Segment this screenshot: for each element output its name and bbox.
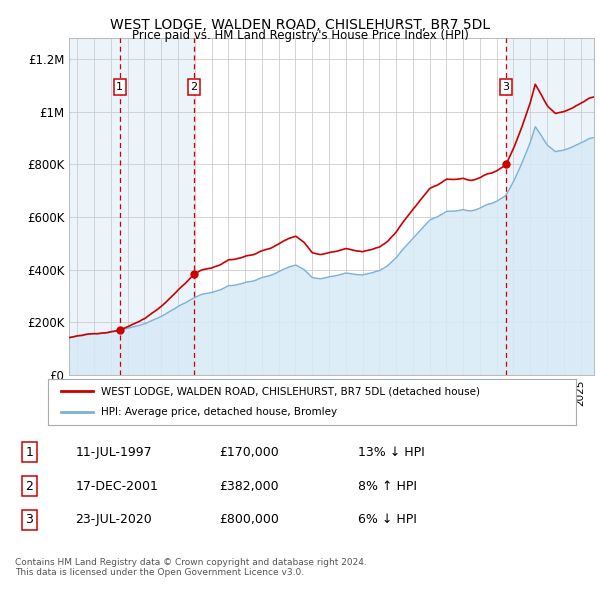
Text: 2: 2 bbox=[25, 480, 33, 493]
Text: 3: 3 bbox=[502, 82, 509, 92]
Text: WEST LODGE, WALDEN ROAD, CHISLEHURST, BR7 5DL: WEST LODGE, WALDEN ROAD, CHISLEHURST, BR… bbox=[110, 18, 490, 32]
Bar bbox=[120, 38, 194, 375]
Text: 2: 2 bbox=[191, 82, 197, 92]
Text: 17-DEC-2001: 17-DEC-2001 bbox=[76, 480, 158, 493]
Text: 8% ↑ HPI: 8% ↑ HPI bbox=[358, 480, 416, 493]
Bar bbox=[69, 38, 120, 375]
Text: WEST LODGE, WALDEN ROAD, CHISLEHURST, BR7 5DL (detached house): WEST LODGE, WALDEN ROAD, CHISLEHURST, BR… bbox=[101, 386, 480, 396]
Text: Price paid vs. HM Land Registry's House Price Index (HPI): Price paid vs. HM Land Registry's House … bbox=[131, 30, 469, 42]
Text: 6% ↓ HPI: 6% ↓ HPI bbox=[358, 513, 416, 526]
Text: 1: 1 bbox=[25, 446, 33, 459]
Text: £170,000: £170,000 bbox=[220, 446, 279, 459]
Bar bbox=[506, 38, 594, 375]
Text: 13% ↓ HPI: 13% ↓ HPI bbox=[358, 446, 424, 459]
Text: HPI: Average price, detached house, Bromley: HPI: Average price, detached house, Brom… bbox=[101, 407, 337, 417]
Text: 1: 1 bbox=[116, 82, 124, 92]
Text: Contains HM Land Registry data © Crown copyright and database right 2024.
This d: Contains HM Land Registry data © Crown c… bbox=[15, 558, 367, 577]
Text: £800,000: £800,000 bbox=[220, 513, 279, 526]
Text: 23-JUL-2020: 23-JUL-2020 bbox=[76, 513, 152, 526]
Text: 3: 3 bbox=[25, 513, 33, 526]
Text: £382,000: £382,000 bbox=[220, 480, 279, 493]
Text: 11-JUL-1997: 11-JUL-1997 bbox=[76, 446, 152, 459]
